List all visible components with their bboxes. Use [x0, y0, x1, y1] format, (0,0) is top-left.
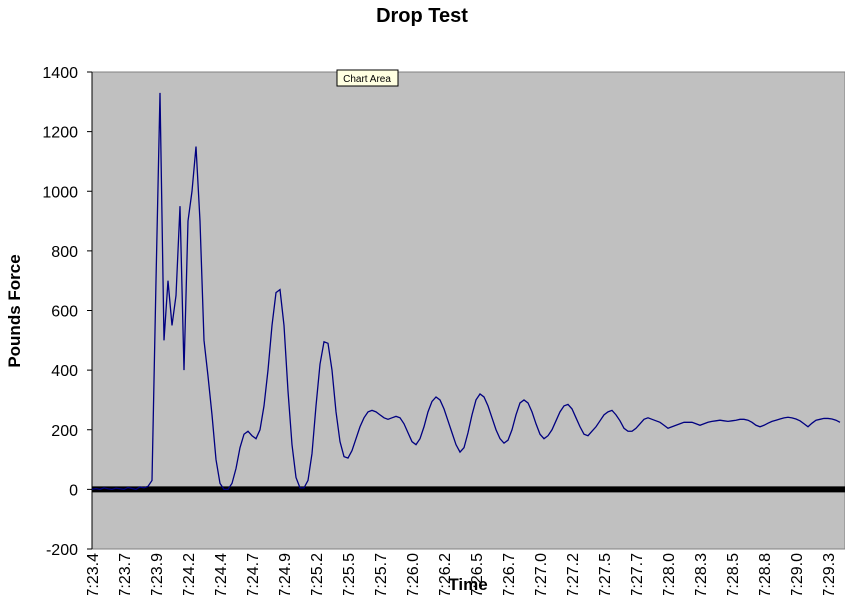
y-tick-label: 1200: [42, 125, 78, 142]
x-tick-label: 07:25.7: [373, 553, 390, 595]
x-tick-label: 07:27.0: [533, 553, 550, 595]
y-tick-label: 600: [51, 304, 78, 321]
x-tick-label: 07:28.5: [725, 553, 742, 595]
y-tick-label: 400: [51, 363, 78, 380]
x-tick-label: 07:23.9: [149, 553, 166, 595]
x-tick-label: 07:24.9: [277, 553, 294, 595]
y-axis-title: Pounds Force: [5, 254, 24, 367]
data-line: [91, 92, 841, 491]
y-tick-label: 0: [69, 482, 78, 499]
y-tick-label: 200: [51, 423, 78, 440]
x-tick-label: 07:25.2: [309, 553, 326, 595]
y-tick-label: 800: [51, 244, 78, 261]
chart-title: Drop Test: [376, 5, 468, 27]
x-tick-label: 07:27.5: [597, 553, 614, 595]
x-tick-label: 07:24.4: [213, 553, 230, 595]
y-tick-label: 1000: [42, 184, 78, 201]
tooltip: Chart Area: [336, 69, 399, 87]
x-tick-label: 07:24.2: [181, 553, 198, 595]
x-tick-label: 07:23.7: [117, 553, 134, 595]
x-tick-label: 07:28.0: [661, 553, 678, 595]
x-tick-label: 07:26.7: [501, 553, 518, 595]
x-tick-label: 07:25.5: [341, 553, 358, 595]
tooltip-text: Chart Area: [343, 74, 391, 85]
x-tick-label: 07:29.3: [821, 553, 838, 595]
x-tick-label: 07:26.5: [469, 553, 486, 595]
x-tick-label: 07:23.4: [85, 553, 102, 595]
x-tick-label: 07:26.0: [405, 553, 422, 595]
x-tick-label: 07:28.8: [757, 553, 774, 595]
x-axis-title: Time: [448, 575, 487, 594]
plot-area: [91, 71, 845, 550]
y-tick-label: -200: [46, 542, 78, 559]
y-tick-label: 1400: [42, 65, 78, 82]
tooltip-box: [336, 69, 399, 87]
x-tick-label: 07:26.2: [437, 553, 454, 595]
x-tick-label: 07:28.3: [693, 553, 710, 595]
plot: -200 0 200 400 600 800 1000 1200 1400 07:23.4 07:2…: [42, 65, 845, 595]
x-tick-label: 07:27.2: [565, 553, 582, 595]
x-tick-label: 07:27.7: [629, 553, 646, 595]
x-tick-label: 07:24.7: [245, 553, 262, 595]
x-tick-label: 07:29.0: [789, 553, 806, 595]
